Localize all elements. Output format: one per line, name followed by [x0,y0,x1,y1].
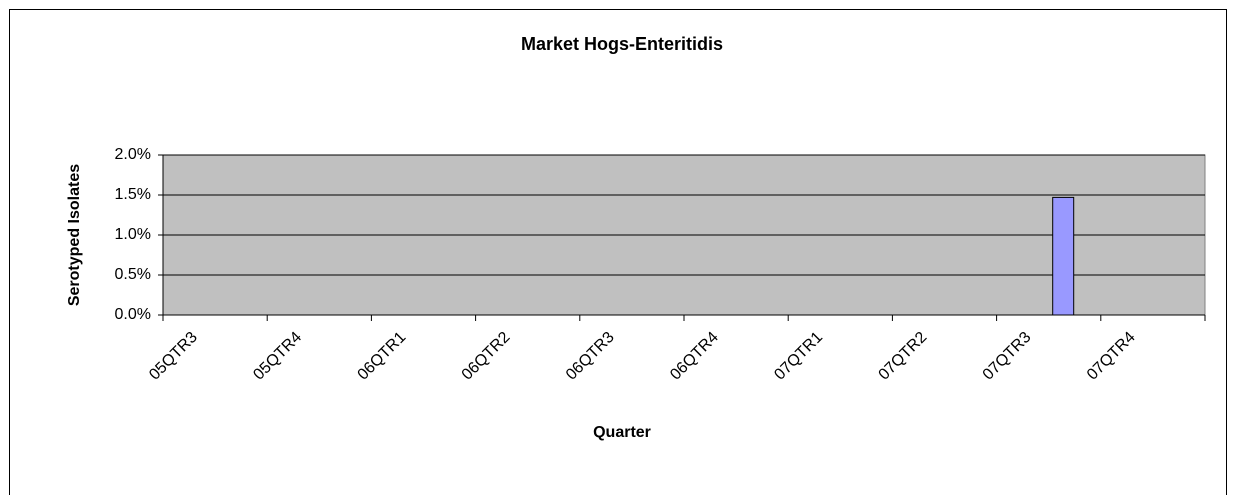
y-tick-label: 0.0% [115,306,151,323]
y-tick-label: 0.5% [115,266,151,283]
y-tick-label: 2.0% [115,146,151,163]
y-tick-label: 1.5% [115,186,151,203]
bar [1052,196,1075,316]
y-axis-label: Serotyped Isolates [66,164,83,306]
chart-title: Market Hogs-Enteritidis [521,34,723,54]
x-axis-label: Quarter [593,424,651,441]
y-tick-label: 1.0% [115,226,151,243]
